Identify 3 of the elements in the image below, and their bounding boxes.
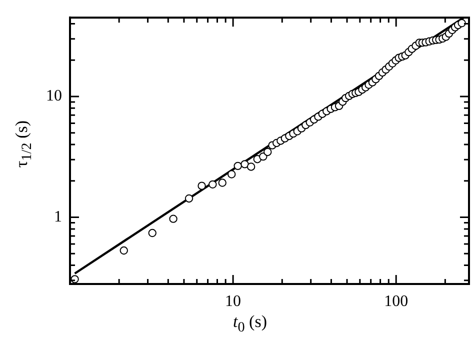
x-tick-label: 100 [384, 292, 408, 310]
x-axis-title: t$_{0}$ (s) [232, 312, 268, 336]
y-tick-label: 1 [54, 208, 62, 226]
